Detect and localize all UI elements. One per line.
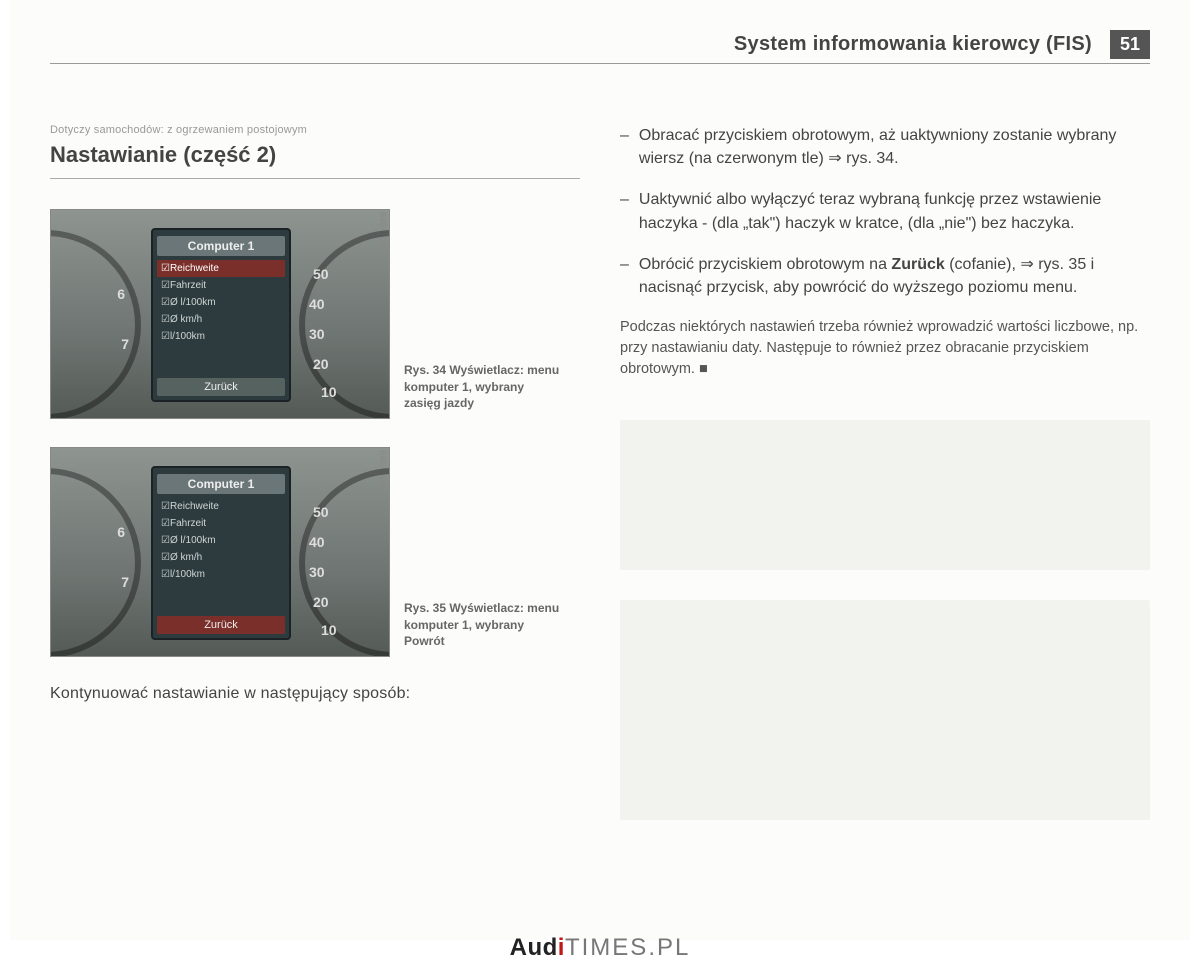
- continue-text: Kontynuować nastawianie w następujący sp…: [50, 685, 580, 703]
- menu-item: ☑Reichweite: [157, 260, 285, 277]
- note-paragraph: Podczas niektórych nastawień trzeba równ…: [620, 317, 1150, 380]
- faded-bleed-block: [620, 600, 1150, 820]
- header-title: System informowania kierowcy (FIS): [734, 33, 1092, 56]
- page-header: System informowania kierowcy (FIS) 51: [50, 30, 1150, 64]
- menu-item: ☑Ø l/100km: [157, 294, 285, 311]
- watermark-footer: AudiTIMES.PL: [0, 934, 1200, 962]
- instruction-list: – Obracać przyciskiem obrotowym, aż uakt…: [620, 124, 1150, 299]
- menu-item: ☑Ø km/h: [157, 311, 285, 328]
- menu-item: ☑l/100km: [157, 328, 285, 345]
- menu-item: ☑Reichweite: [157, 498, 285, 515]
- fis-screen: Computer 1 ☑Reichweite ☑Fahrzeit ☑Ø l/10…: [151, 466, 291, 640]
- screen-title: Computer 1: [157, 236, 285, 256]
- menu-item: ☑Fahrzeit: [157, 277, 285, 294]
- instruction-text: Uaktywnić albo wyłączyć teraz wybraną fu…: [639, 188, 1150, 234]
- left-gauge: 6 7: [50, 468, 141, 657]
- faded-bleed-block: [620, 420, 1150, 570]
- instruction-item: – Obrócić przyciskiem obrotowym na Zurüc…: [620, 253, 1150, 299]
- left-gauge: 6 7: [50, 230, 141, 419]
- menu-item: ☑Ø l/100km: [157, 532, 285, 549]
- figure-caption: Rys. 34 Wyświetlacz: menu komputer 1, wy…: [404, 362, 564, 419]
- figure-caption: Rys. 35 Wyświetlacz: menu komputer 1, wy…: [404, 600, 564, 657]
- section-title: Nastawianie (część 2): [50, 142, 580, 179]
- right-column: – Obracać przyciskiem obrotowym, aż uakt…: [620, 124, 1150, 820]
- figure-35: B8E-0069 6 7 50 40 30 20 10 Computer 1: [50, 447, 580, 657]
- content-columns: Dotyczy samochodów: z ogrzewaniem postoj…: [50, 124, 1150, 820]
- manual-page: System informowania kierowcy (FIS) 51 Do…: [10, 0, 1190, 940]
- applies-to-note: Dotyczy samochodów: z ogrzewaniem postoj…: [50, 124, 580, 136]
- menu-item: ☑Ø km/h: [157, 549, 285, 566]
- screen-title: Computer 1: [157, 474, 285, 494]
- fis-screen: Computer 1 ☑Reichweite ☑Fahrzeit ☑Ø l/10…: [151, 228, 291, 402]
- bullet-dash: –: [620, 188, 629, 234]
- instruction-text: Obrócić przyciskiem obrotowym na Zurück …: [639, 253, 1150, 299]
- bullet-dash: –: [620, 253, 629, 299]
- page-number: 51: [1110, 30, 1150, 59]
- right-gauge: 50 40 30 20 10: [299, 230, 390, 419]
- back-item: Zurück: [157, 616, 285, 634]
- menu-item: ☑l/100km: [157, 566, 285, 583]
- bullet-dash: –: [620, 124, 629, 170]
- back-item: Zurück: [157, 378, 285, 396]
- dashboard-illustration: B8E-0068 6 7 50 40 30 20 10 Computer 1: [50, 209, 390, 419]
- menu-item: ☑Fahrzeit: [157, 515, 285, 532]
- right-gauge: 50 40 30 20 10: [299, 468, 390, 657]
- footer-brand: AudiTIMES.PL: [510, 934, 691, 961]
- figure-34: B8E-0068 6 7 50 40 30 20 10 Computer 1: [50, 209, 580, 419]
- dashboard-illustration: B8E-0069 6 7 50 40 30 20 10 Computer 1: [50, 447, 390, 657]
- instruction-item: – Obracać przyciskiem obrotowym, aż uakt…: [620, 124, 1150, 170]
- left-column: Dotyczy samochodów: z ogrzewaniem postoj…: [50, 124, 580, 820]
- instruction-text: Obracać przyciskiem obrotowym, aż uaktyw…: [639, 124, 1150, 170]
- instruction-item: – Uaktywnić albo wyłączyć teraz wybraną …: [620, 188, 1150, 234]
